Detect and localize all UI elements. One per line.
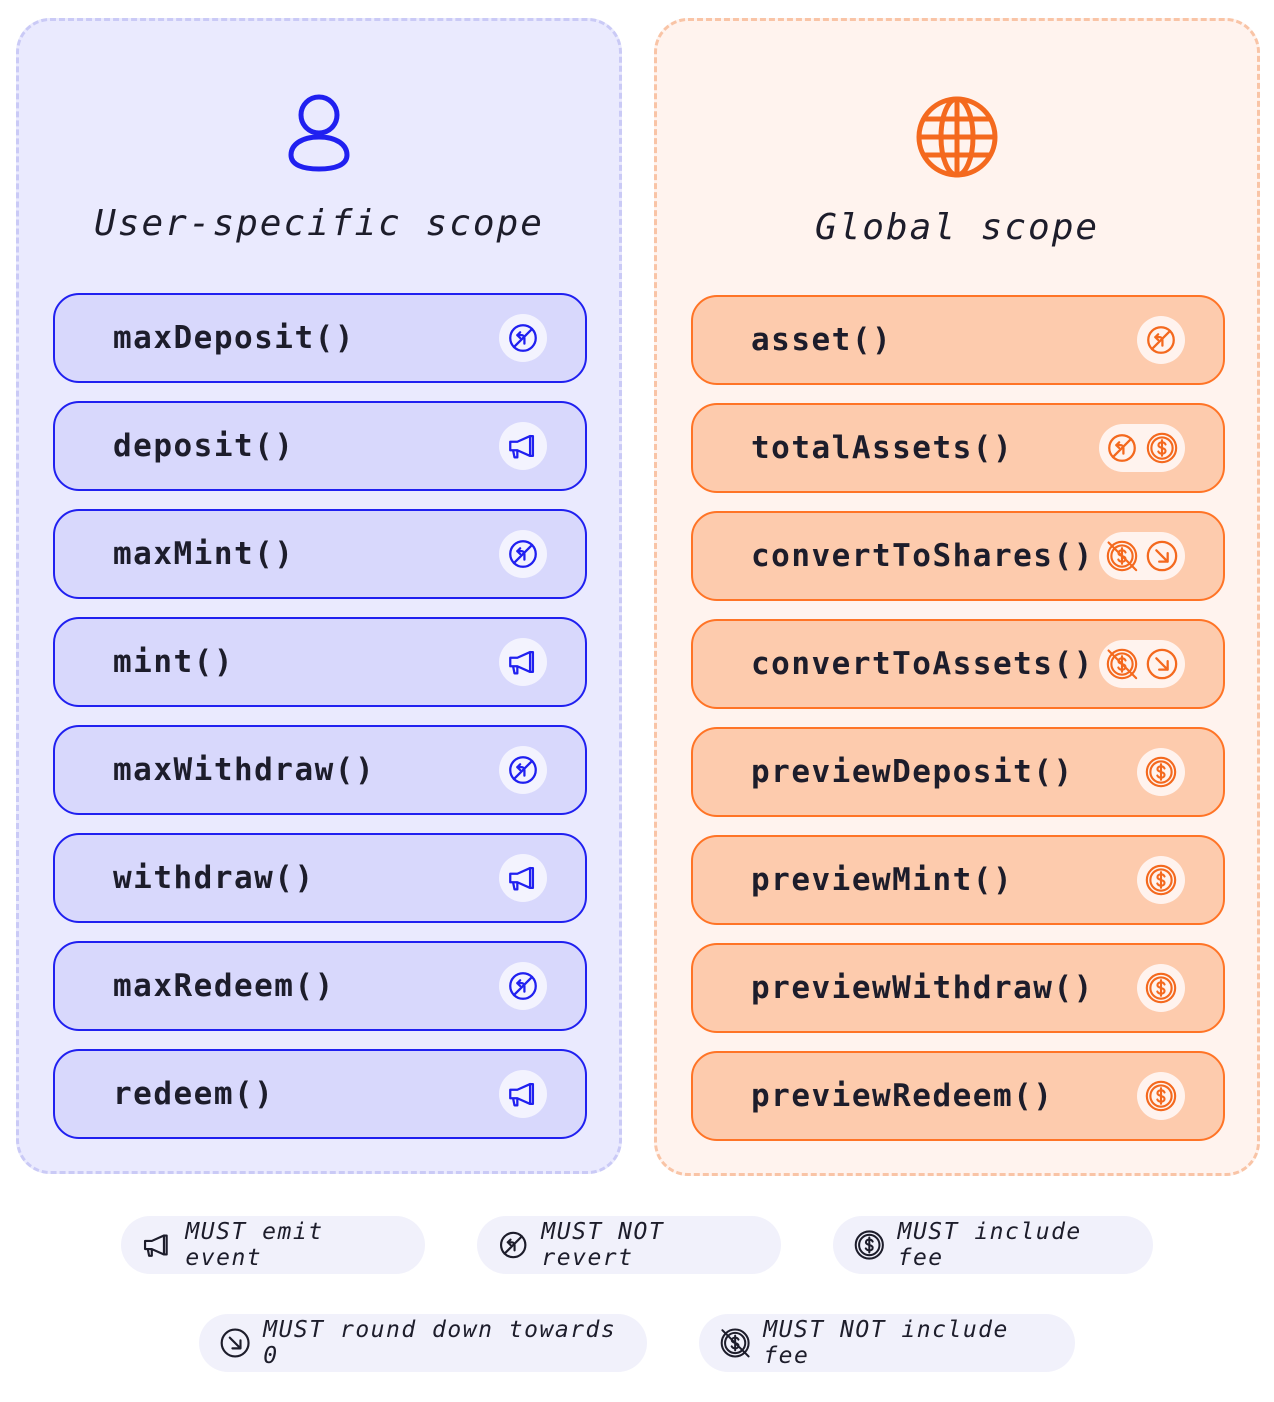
fee-icon — [1145, 431, 1179, 465]
function-name: totalAssets() — [751, 430, 1014, 466]
no-revert-icon — [506, 537, 540, 571]
requirement-badge — [1137, 316, 1185, 364]
function-item: maxRedeem() — [53, 941, 587, 1031]
function-item: withdraw() — [53, 833, 587, 923]
requirement-badge — [499, 314, 547, 362]
requirement-badge — [1137, 1072, 1185, 1120]
function-item: totalAssets() — [691, 403, 1225, 493]
function-item: previewWithdraw() — [691, 943, 1225, 1033]
round-down-icon — [219, 1326, 251, 1360]
function-name: convertToShares() — [751, 538, 1094, 574]
function-item: deposit() — [53, 401, 587, 491]
requirement-badge — [499, 746, 547, 794]
legend-item: MUST round down towards 0 — [199, 1314, 647, 1372]
no-revert-icon — [497, 1228, 529, 1262]
no-revert-icon — [1144, 323, 1178, 357]
fee-icon — [1144, 971, 1178, 1005]
globe-icon — [916, 96, 998, 178]
megaphone-icon — [506, 429, 540, 463]
requirement-badge — [499, 962, 547, 1010]
function-name: mint() — [113, 644, 234, 680]
function-item: mint() — [53, 617, 587, 707]
legend-item: MUST NOT revert — [477, 1216, 781, 1274]
fee-icon — [1144, 863, 1178, 897]
requirement-badge — [499, 638, 547, 686]
megaphone-icon — [141, 1228, 173, 1262]
legend-label: MUST include fee — [897, 1219, 1082, 1271]
requirement-badge — [1099, 532, 1185, 580]
function-name: asset() — [751, 322, 893, 358]
no-revert-icon — [1105, 431, 1139, 465]
function-item: maxWithdraw() — [53, 725, 587, 815]
requirement-badge — [499, 530, 547, 578]
requirement-badge — [1099, 640, 1185, 688]
requirement-badge — [499, 1070, 547, 1118]
function-item: convertToShares() — [691, 511, 1225, 601]
requirement-badge — [1137, 856, 1185, 904]
requirement-badge — [1137, 964, 1185, 1012]
no-fee-icon — [1105, 647, 1139, 681]
global-scope-panel: Global scope asset() totalAssets() convert… — [654, 18, 1260, 1176]
no-fee-icon — [1105, 539, 1139, 573]
requirement-badge — [499, 422, 547, 470]
function-name: maxRedeem() — [113, 968, 335, 1004]
function-name: convertToAssets() — [751, 646, 1094, 682]
function-name: maxWithdraw() — [113, 752, 376, 788]
function-name: previewMint() — [751, 862, 1014, 898]
legend-label: MUST NOT include fee — [763, 1317, 1009, 1369]
panel-title: Global scope — [814, 207, 1100, 248]
round-down-icon — [1145, 539, 1179, 573]
function-name: withdraw() — [113, 860, 315, 896]
no-revert-icon — [506, 969, 540, 1003]
megaphone-icon — [506, 1077, 540, 1111]
round-down-icon — [1145, 647, 1179, 681]
legend-label: MUST emit event — [185, 1219, 324, 1271]
fee-icon — [1144, 1079, 1178, 1113]
requirement-badge — [499, 854, 547, 902]
function-item: previewDeposit() — [691, 727, 1225, 817]
function-name: deposit() — [113, 428, 295, 464]
legend-item: MUST emit event — [121, 1216, 425, 1274]
function-item: maxMint() — [53, 509, 587, 599]
function-name: redeem() — [113, 1076, 275, 1112]
user-specific-scope-panel: User-specific scope maxDeposit() deposit(… — [16, 18, 622, 1174]
function-name: maxDeposit() — [113, 320, 355, 356]
function-item: previewMint() — [691, 835, 1225, 925]
legend-item: MUST include fee — [833, 1216, 1153, 1274]
function-name: previewDeposit() — [751, 754, 1074, 790]
function-name: previewRedeem() — [751, 1078, 1054, 1114]
no-revert-icon — [506, 321, 540, 355]
requirement-badge — [1137, 748, 1185, 796]
function-name: maxMint() — [113, 536, 295, 572]
no-fee-icon — [719, 1326, 751, 1360]
legend-label: MUST NOT revert — [541, 1219, 665, 1271]
legend-item: MUST NOT include fee — [699, 1314, 1075, 1372]
megaphone-icon — [506, 861, 540, 895]
no-revert-icon — [506, 753, 540, 787]
function-name: previewWithdraw() — [751, 970, 1094, 1006]
user-icon — [288, 94, 350, 172]
legend-label: MUST round down towards 0 — [263, 1317, 617, 1369]
function-item: redeem() — [53, 1049, 587, 1139]
function-item: convertToAssets() — [691, 619, 1225, 709]
panel-title: User-specific scope — [94, 203, 544, 244]
fee-icon — [1144, 755, 1178, 789]
megaphone-icon — [506, 645, 540, 679]
fee-icon — [853, 1228, 886, 1262]
function-item: previewRedeem() — [691, 1051, 1225, 1141]
requirement-badge — [1099, 424, 1185, 472]
function-item: maxDeposit() — [53, 293, 587, 383]
function-item: asset() — [691, 295, 1225, 385]
